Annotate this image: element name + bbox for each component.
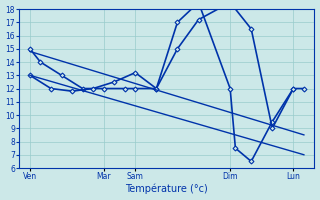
X-axis label: Température (°c): Température (°c) bbox=[125, 184, 208, 194]
